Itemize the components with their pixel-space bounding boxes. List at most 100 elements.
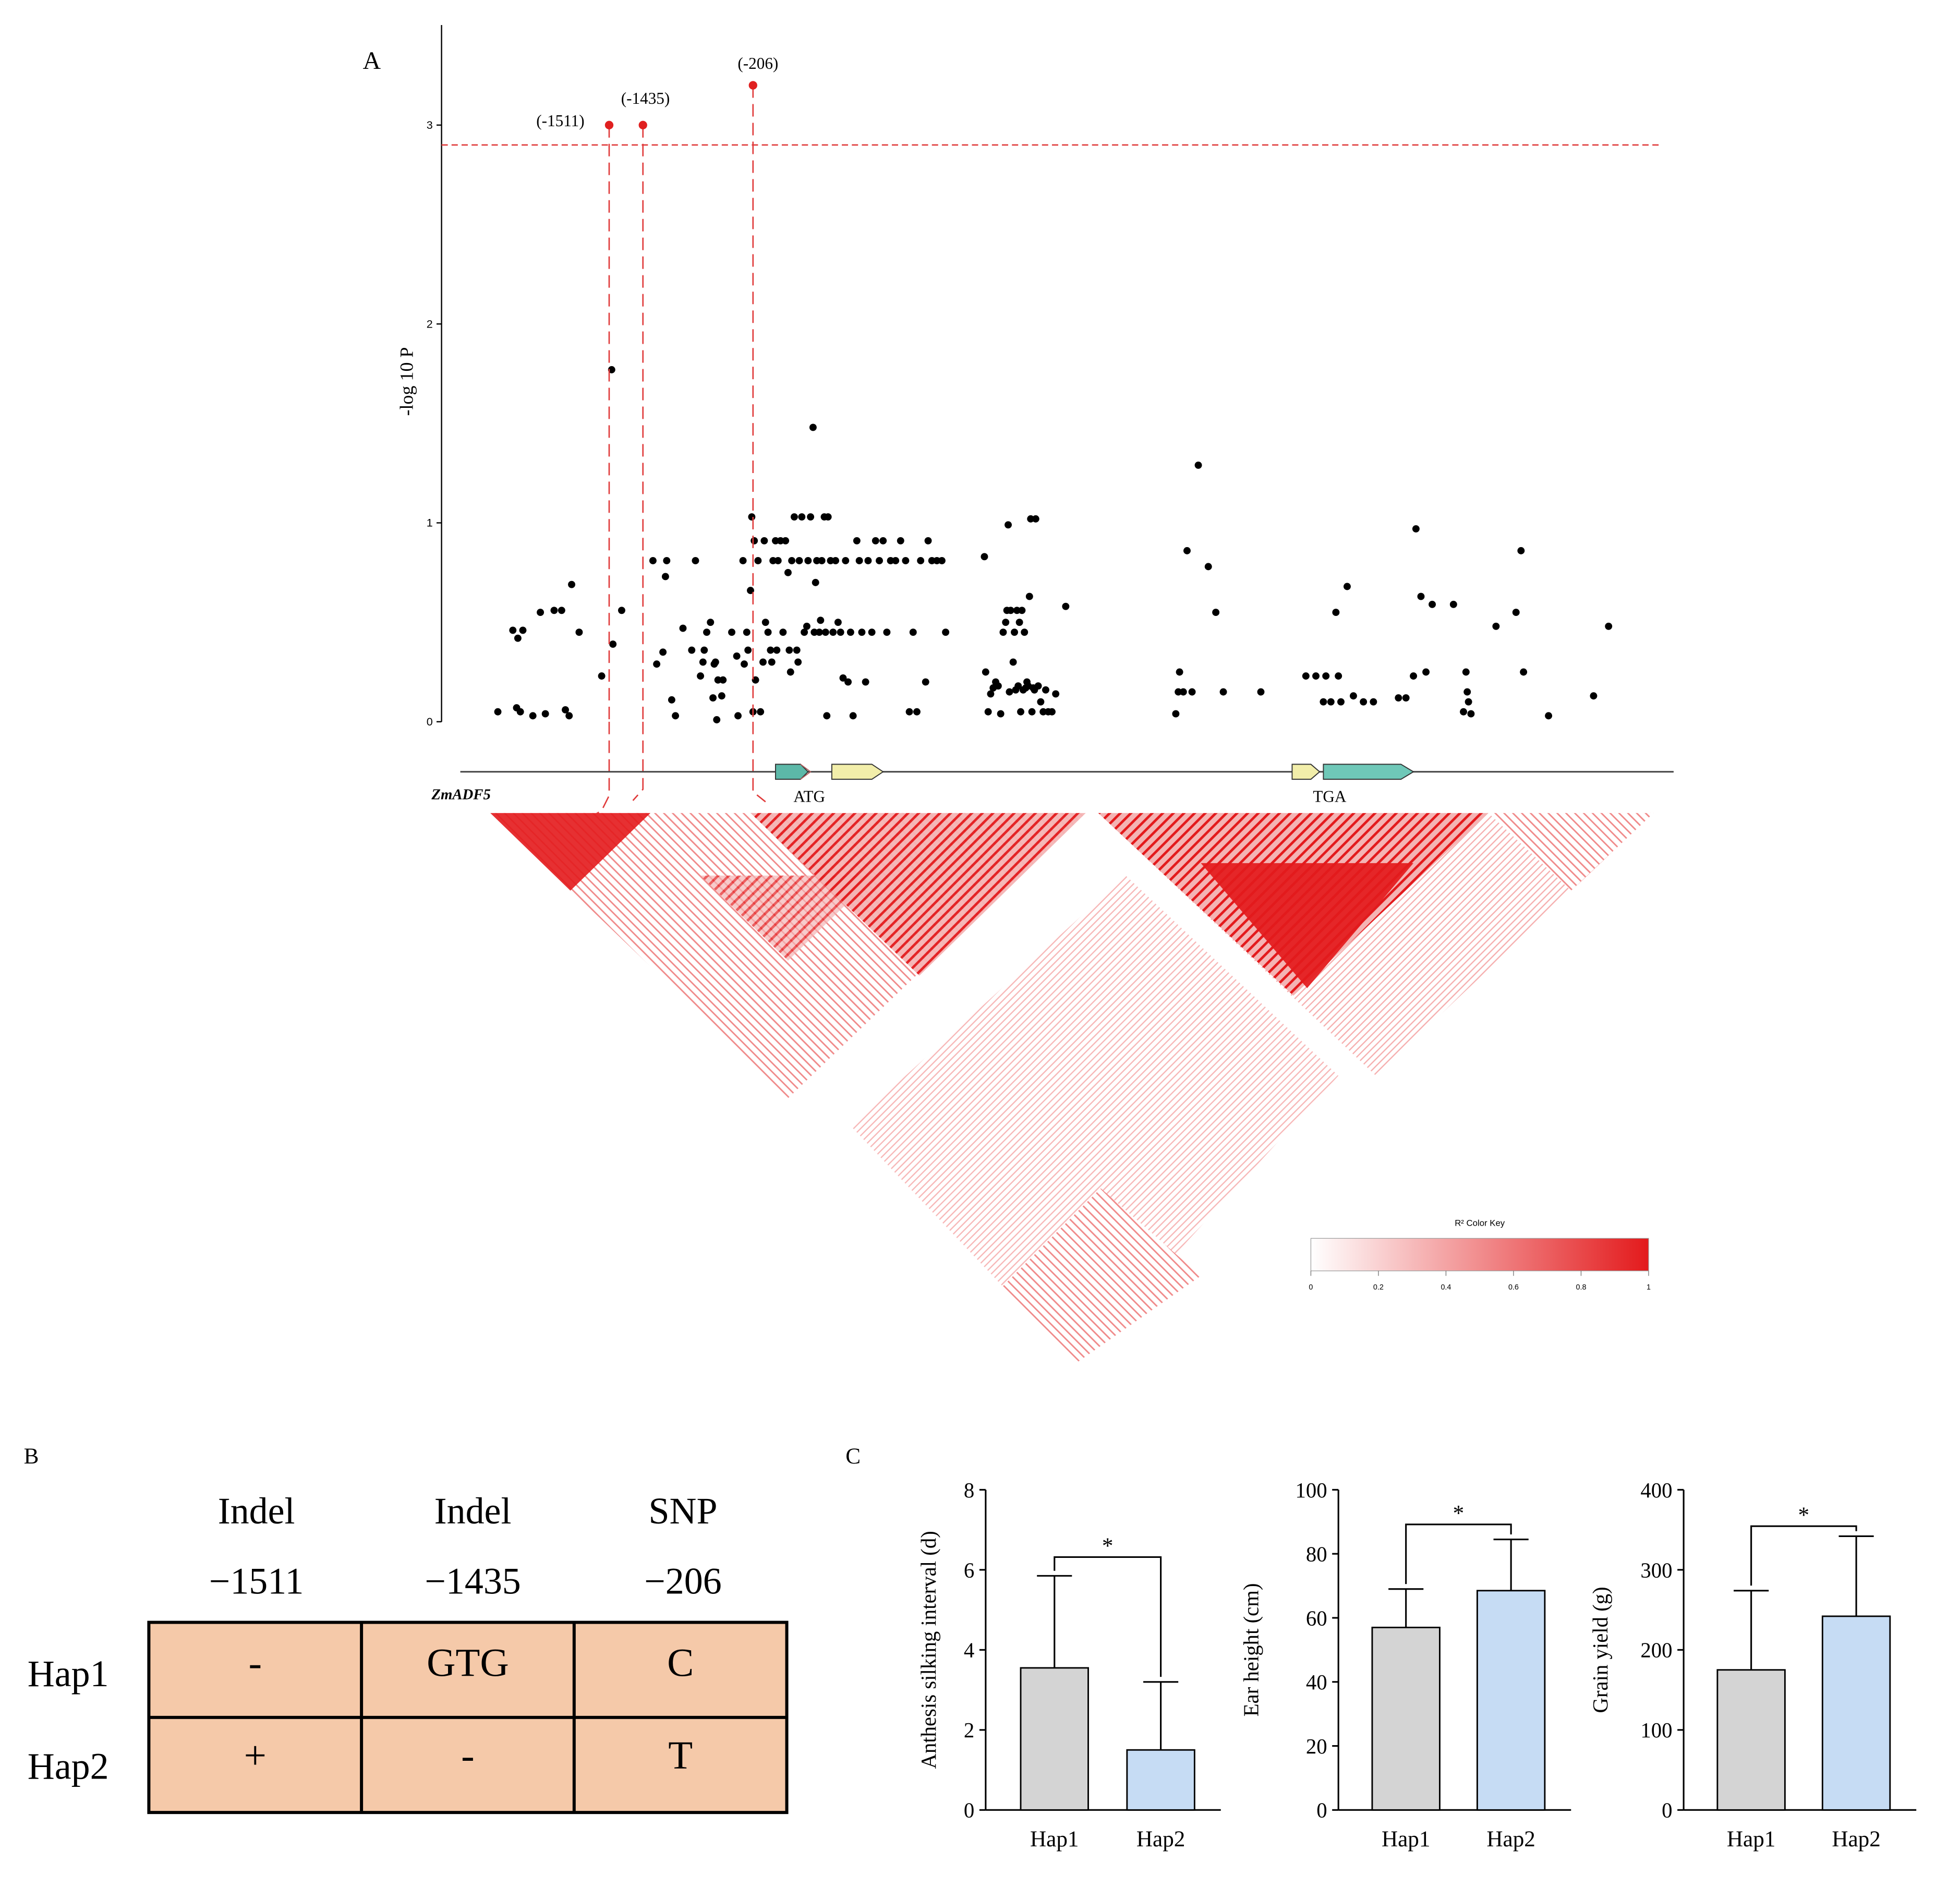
snp-point (562, 706, 569, 713)
snp-point (697, 672, 705, 680)
snp-point (790, 513, 798, 521)
snp-point (1520, 668, 1528, 676)
color-key-ticks: 0 0.2 0.4 0.6 0.8 1 (1309, 1271, 1651, 1292)
bar (1821, 1615, 1891, 1811)
snp-point (1014, 682, 1022, 690)
snp-point (659, 648, 667, 656)
snp-point (1327, 698, 1335, 706)
snp-point (739, 557, 747, 564)
haplotype-table-grid (147, 1620, 789, 1815)
snp-point (714, 676, 722, 684)
snp-point (1449, 600, 1457, 608)
color-key-tick-label: 0.6 (1508, 1284, 1519, 1292)
snp-point (679, 624, 687, 632)
snp-point (1052, 690, 1060, 698)
snp-point (1204, 563, 1212, 571)
snp-point (938, 557, 946, 564)
y-tick-label: 2 (427, 317, 433, 330)
snp-point (558, 607, 565, 614)
snp-point (832, 557, 840, 564)
snp-point (1395, 694, 1402, 702)
snp-point (529, 712, 537, 720)
bar-y-tick-label: 8 (964, 1479, 974, 1502)
snp-point (768, 658, 776, 666)
snp-point (942, 628, 950, 636)
snp-point (703, 628, 710, 636)
haplotype-table-headers: Indel −1511 Indel −1435 SNP −206 (209, 1490, 722, 1602)
snp-point (688, 646, 696, 654)
snp-point (1183, 547, 1191, 554)
snp-point (761, 619, 769, 626)
bar-chart-1: 0 20 40 60 80 100 Ear height (cm) Hap1 Hap2 * (1240, 1479, 1571, 1852)
bar-category-label: Hap2 (1136, 1827, 1185, 1852)
snp-point (757, 708, 765, 716)
color-key-bar (1310, 1238, 1649, 1272)
snp-point (743, 628, 751, 636)
intron-arrow-1 (800, 764, 812, 780)
snp-point (1179, 688, 1187, 696)
significant-snps: (-1511) (-1435) (-206) (536, 54, 778, 815)
snp-point (1335, 672, 1342, 680)
ld-block-1-strong (750, 813, 1086, 976)
snp-point (1337, 698, 1345, 706)
snp-point (649, 557, 657, 564)
variant-type-header: SNP (648, 1490, 717, 1532)
snp-point (618, 607, 625, 614)
haplotype-cell: C (667, 1641, 694, 1685)
snp-point (565, 712, 573, 720)
snp-point (760, 537, 768, 545)
snp-point (751, 537, 758, 545)
snp-point (994, 682, 1002, 690)
snp-point (1032, 515, 1039, 523)
snp-point (713, 716, 721, 723)
snp-point (1219, 688, 1227, 696)
snp-point (1322, 672, 1330, 680)
snp-point (809, 424, 817, 431)
snp-point (1302, 672, 1310, 680)
snp-point (767, 646, 775, 654)
snp-point (1370, 698, 1377, 706)
variant-type-header: Indel (218, 1490, 295, 1532)
snp-point (699, 658, 707, 666)
snp-point (842, 557, 850, 564)
snp-point (1320, 698, 1327, 706)
snp-point (672, 712, 680, 720)
snp-point (598, 672, 606, 680)
snp-point (744, 646, 752, 654)
snp-point (1007, 607, 1014, 614)
r2-color-key: R² Color Key 0 0.2 0.4 0.6 0.8 1 (1309, 1218, 1651, 1291)
manhattan-y-ticks: 0 1 2 3 (427, 118, 442, 728)
ld-block-2-right (1488, 813, 1654, 891)
bar-y-tick-label: 0 (1316, 1799, 1327, 1822)
snp-point (1344, 583, 1351, 590)
snp-point (1021, 628, 1029, 636)
snp-point (812, 578, 819, 586)
snp-point (1175, 688, 1182, 696)
snp-point (1422, 668, 1430, 676)
panel-a: A 0 1 2 3 -log 10 P (-1511) (-1435) (-206) Zm… (363, 25, 1674, 1364)
snp-point (892, 557, 900, 564)
variant-position-header: −1511 (209, 1560, 304, 1602)
significant-snp-gene-link (752, 721, 766, 803)
snp-point (1018, 607, 1026, 614)
y-tick-label: 0 (427, 715, 433, 728)
significance-star: * (1102, 1534, 1114, 1558)
snp-point (700, 646, 708, 654)
snp-point (924, 537, 932, 545)
snp-point (769, 557, 777, 564)
snp-point (514, 634, 522, 642)
bar (1020, 1667, 1089, 1811)
significance-bracket (1405, 1523, 1512, 1584)
snp-point (853, 537, 861, 545)
ld-heatmap (490, 813, 1654, 1364)
snp-point (1042, 686, 1049, 694)
snp-point (1350, 692, 1357, 700)
snp-point (855, 557, 863, 564)
color-key-tick-label: 1 (1647, 1284, 1651, 1292)
bar-y-tick-label: 100 (1640, 1719, 1672, 1742)
gene-name: ZmADF5 (431, 787, 490, 803)
snp-point (818, 557, 826, 564)
snp-point (933, 557, 941, 564)
